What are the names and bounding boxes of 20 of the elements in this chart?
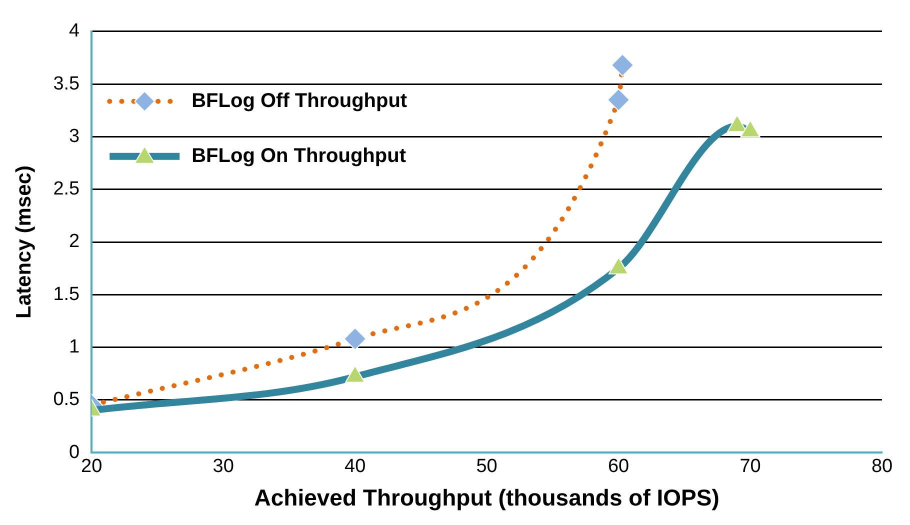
y-tick-label: 2.5 [53, 178, 80, 200]
x-tick-label: 30 [212, 456, 234, 478]
x-tick-label: 70 [740, 456, 761, 478]
y-tick-label: 0.5 [53, 389, 80, 410]
x-tick-label: 80 [871, 456, 893, 478]
y-tick-label: 3 [69, 126, 80, 147]
y-tick-label: 0 [69, 442, 80, 463]
x-tick-label: 50 [476, 456, 498, 478]
x-axis-title: Achieved Throughput (thousands of IOPS) [254, 484, 720, 511]
y-tick-label: 4 [69, 20, 80, 42]
legend-label: BFLog Off Throughput [192, 90, 408, 112]
y-axis-title: Latency (msec) [12, 166, 36, 318]
x-tick-label: 20 [81, 456, 102, 478]
x-tick-label: 60 [608, 456, 630, 478]
legend-label: BFLog On Throughput [192, 144, 406, 167]
y-tick-label: 3.5 [53, 73, 80, 94]
y-tick-label: 2 [69, 231, 80, 252]
y-tick-label: 1.5 [53, 284, 80, 305]
x-tick-label: 40 [344, 456, 366, 478]
y-tick-label: 1 [69, 336, 80, 358]
